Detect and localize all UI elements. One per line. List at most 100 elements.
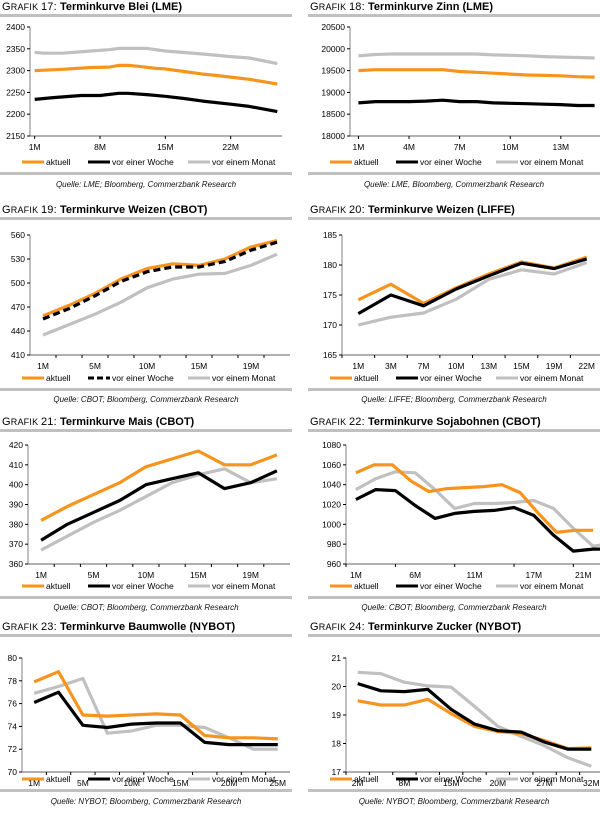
x-tick-label: 25M [270, 778, 287, 788]
y-tick-label: 390 [9, 500, 23, 510]
x-tick-label: 13M [481, 361, 498, 371]
x-tick-label: 15M [513, 361, 530, 371]
y-tick-label: 2200 [6, 109, 25, 119]
series-line-aktuell [40, 449, 278, 522]
x-tick-label: 2M [352, 778, 364, 788]
x-tick-label: 1M [28, 778, 40, 788]
chart-source: Quelle: CBOT; Bloomberg, Commerzbank Res… [53, 603, 239, 612]
series-line-monat [355, 470, 600, 548]
chart-legend: aktuell vor einer Woche vor einem Monat [330, 774, 584, 784]
y-tick-label: 165 [323, 350, 337, 360]
x-tick-label: 4M [403, 142, 415, 152]
legend-rule [0, 789, 292, 792]
line-chart: 410 440 470 500 530 560 1M 5M 10M 15M 19M aktuell vo… [11, 230, 290, 383]
chart-title: GRAFIK 18: Terminkurve Zinn (LME) [310, 1, 493, 13]
chart-panel-g24: GRAFIK 24: Terminkurve Zucker (NYBOT) 17… [308, 620, 600, 820]
y-tick-label: 1080 [322, 440, 341, 450]
chart-title-text: Terminkurve Blei (LME) [59, 1, 182, 13]
title-rule [0, 14, 292, 17]
legend-label-woche: vor einer Woche [420, 774, 482, 784]
chart-legend: aktuell vor einer Woche vor einem Monat [22, 581, 276, 591]
series-line-aktuell [33, 670, 278, 741]
y-tick-label: 370 [9, 539, 23, 549]
x-tick-label: 10M [502, 142, 519, 152]
y-tick-label: 19000 [321, 87, 345, 97]
y-tick-label: 19500 [321, 66, 345, 76]
chart-source: Quelle: CBOT; Bloomberg, Commerzbank Res… [361, 603, 547, 612]
x-tick-label: 21M [575, 570, 592, 580]
x-tick-label: 20M [221, 778, 238, 788]
grafik-label: GRAFIK 24: [310, 621, 365, 633]
y-tick-label: 1000 [322, 519, 341, 529]
legend-label-monat: vor einem Monat [212, 157, 276, 167]
series-line-monat [34, 46, 278, 66]
legend-label-aktuell: aktuell [354, 157, 379, 167]
legend-label-woche: vor einer Woche [420, 157, 482, 167]
x-tick-label: 15M [157, 142, 174, 152]
y-tick-label: 400 [9, 480, 23, 490]
x-tick-label: 19M [242, 570, 259, 580]
x-tick-label: 10M [123, 778, 140, 788]
series-line-woche [33, 690, 278, 747]
legend-label-aktuell: aktuell [46, 774, 71, 784]
y-tick-label: 440 [11, 326, 25, 336]
legend-label-aktuell: aktuell [354, 373, 379, 383]
y-tick-label: 2350 [6, 44, 25, 54]
x-tick-label: 15M [172, 778, 189, 788]
x-tick-label: 15M [190, 570, 207, 580]
y-tick-label: 2150 [6, 131, 25, 141]
legend-label-aktuell: aktuell [46, 157, 71, 167]
legend-rule [0, 172, 292, 175]
x-tick-label: 5M [88, 570, 100, 580]
y-tick-label: 17 [332, 767, 342, 777]
chart-panel-g23: GRAFIK 23: Terminkurve Baumwolle (NYBOT)… [0, 620, 292, 820]
chart-source: Quelle: NYBOT; Bloomberg, Commerzbank Re… [50, 797, 242, 806]
chart-panel-g18: GRAFIK 18: Terminkurve Zinn (LME) 18000 1… [308, 0, 600, 200]
legend-label-monat: vor einem Monat [520, 157, 584, 167]
grafik-label: GRAFIK 22: [310, 416, 365, 428]
y-tick-label: 72 [8, 744, 18, 754]
x-tick-label: 17M [526, 570, 543, 580]
legend-rule [308, 172, 600, 175]
legend-label-woche: vor einer Woche [112, 157, 174, 167]
y-tick-label: 20000 [321, 44, 345, 54]
series-line-aktuell [34, 63, 278, 86]
chart-title-text: Terminkurve Weizen (CBOT) [59, 204, 208, 216]
series-line-monat [357, 261, 588, 327]
title-rule [308, 429, 600, 432]
x-tick-label: 1M [350, 570, 362, 580]
chart-title: GRAFIK 17: Terminkurve Blei (LME) [2, 1, 182, 13]
x-tick-label: 8M [399, 778, 411, 788]
legend-rule [308, 789, 600, 792]
series-line-monat [40, 467, 278, 552]
x-tick-label: 19M [243, 361, 260, 371]
x-tick-label: 1M [29, 142, 41, 152]
series-line-monat [42, 252, 278, 337]
chart-panel-g22: GRAFIK 22: Terminkurve Sojabohnen (CBOT)… [308, 415, 600, 615]
y-tick-label: 960 [327, 559, 341, 569]
title-rule [308, 217, 600, 220]
x-tick-label: 1M [37, 361, 49, 371]
grafik-label: GRAFIK 23: [2, 621, 57, 633]
legend-rule [0, 388, 292, 391]
x-tick-label: 15M [191, 361, 208, 371]
x-tick-label: 22M [222, 142, 239, 152]
series-line-monat [33, 676, 278, 751]
legend-label-aktuell: aktuell [354, 581, 379, 591]
y-tick-label: 530 [11, 254, 25, 264]
x-tick-label: 5M [89, 361, 101, 371]
y-tick-label: 18500 [321, 109, 345, 119]
series-line-aktuell [355, 463, 594, 534]
y-tick-label: 500 [11, 278, 25, 288]
chart-source: Quelle: LIFFE; Bloomberg, Commerzbank Re… [361, 395, 547, 404]
y-tick-label: 1020 [322, 500, 341, 510]
y-tick-label: 980 [327, 539, 341, 549]
chart-title-text: Terminkurve Zucker (NYBOT) [367, 621, 522, 633]
y-tick-label: 80 [8, 653, 18, 663]
chart-title: GRAFIK 22: Terminkurve Sojabohnen (CBOT) [310, 416, 541, 428]
chart-title: GRAFIK 21: Terminkurve Mais (CBOT) [2, 416, 194, 428]
y-tick-label: 185 [323, 230, 337, 240]
x-tick-label: 8M [94, 142, 106, 152]
